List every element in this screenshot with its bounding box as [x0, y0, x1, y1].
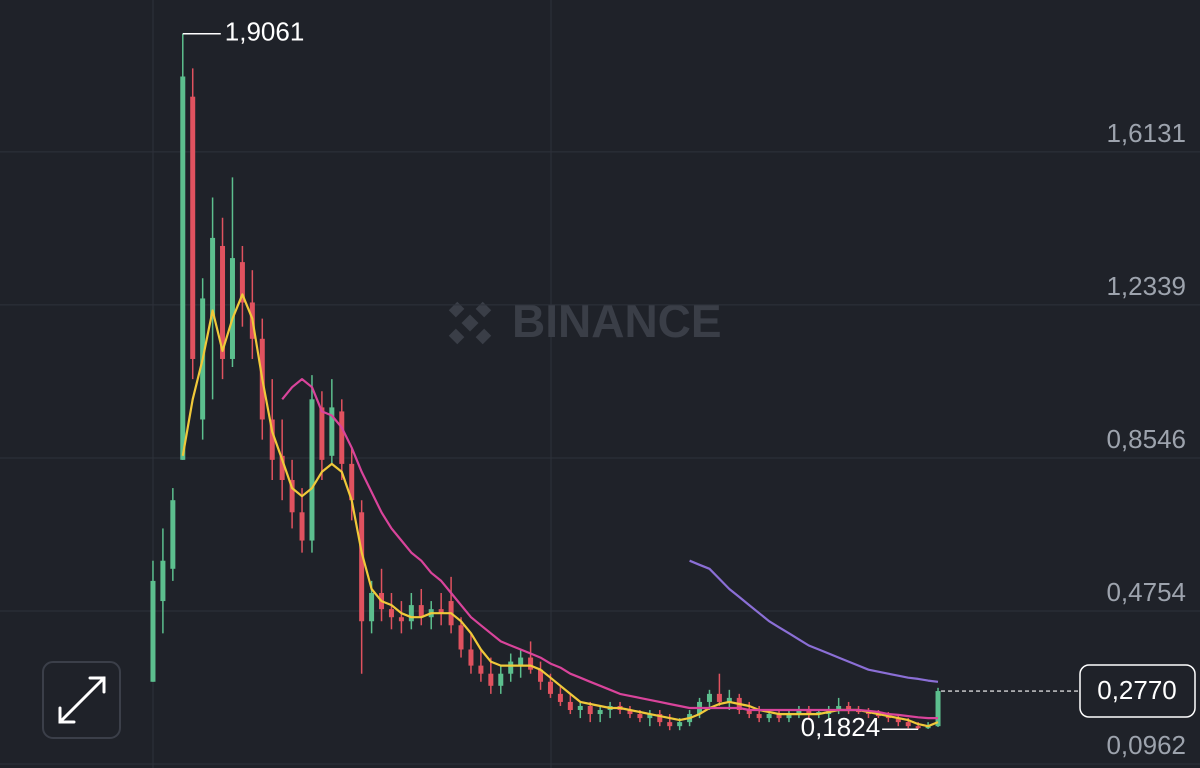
y-tick-label: 0,8546	[1106, 424, 1186, 454]
candle-body	[706, 693, 712, 702]
low-marker-label: 0,1824	[801, 712, 881, 742]
expand-icon[interactable]	[58, 676, 106, 724]
candle-body	[726, 697, 732, 702]
y-tick-label: 0,0962	[1106, 730, 1186, 760]
candle-body	[557, 693, 563, 702]
candle-body	[170, 500, 176, 569]
candle-body	[836, 705, 842, 711]
candle-body	[160, 560, 166, 602]
watermark: BINANCE	[448, 295, 722, 347]
candle-body	[408, 605, 414, 622]
candle-body	[935, 691, 941, 727]
candle-body	[637, 714, 643, 719]
candle-body	[299, 512, 305, 541]
candle-body	[528, 657, 534, 670]
candle-body	[398, 617, 404, 622]
candle-body	[458, 625, 464, 650]
candle-body	[498, 673, 504, 686]
candle-body	[846, 705, 852, 711]
candle-body	[339, 411, 345, 464]
candle-body	[289, 480, 295, 513]
candle-body	[359, 512, 365, 622]
candle-body	[567, 701, 573, 711]
candle-body	[597, 710, 603, 715]
candle-body	[488, 673, 494, 686]
moving-average-line	[689, 559, 939, 683]
candle-body	[220, 245, 226, 359]
candle-body	[796, 710, 802, 715]
candle-body	[349, 463, 355, 501]
moving-average-line	[281, 378, 938, 720]
y-tick-label: 1,6131	[1106, 118, 1186, 148]
candle-body	[468, 649, 474, 666]
candle-body	[180, 76, 186, 460]
candle-body	[309, 399, 315, 541]
candle-body	[806, 710, 812, 715]
candle-body	[776, 714, 782, 719]
candle-body	[369, 592, 375, 622]
candle-body	[577, 705, 583, 711]
candle-body	[190, 96, 196, 359]
candle-body	[915, 726, 921, 729]
candle-body	[677, 722, 683, 727]
candle-body	[239, 262, 245, 303]
candle-body	[716, 693, 722, 702]
candle-body	[766, 714, 772, 719]
candle-body	[229, 258, 235, 359]
watermark-text: BINANCE	[512, 295, 722, 347]
expand-button[interactable]	[42, 661, 121, 739]
candle-body	[279, 455, 285, 481]
last-price-box	[1079, 664, 1196, 718]
high-marker-label: 1,9061	[225, 17, 305, 47]
y-tick-label: 0,4754	[1106, 577, 1186, 607]
candle-body	[895, 718, 901, 723]
candle-body	[667, 722, 673, 727]
candle-body	[786, 714, 792, 719]
candle-body	[746, 710, 752, 715]
candle-body	[547, 681, 553, 694]
candle-body	[508, 661, 514, 674]
candle-body	[518, 657, 524, 666]
candle-body	[269, 419, 275, 460]
last-price-label: 0,2770	[1097, 675, 1177, 705]
candle-body	[538, 669, 544, 682]
button-frame[interactable]	[42, 661, 121, 739]
candle-body	[210, 237, 216, 319]
candle-body	[388, 609, 394, 618]
candle-body	[150, 580, 156, 682]
y-tick-label: 1,2339	[1106, 271, 1186, 301]
candle-body	[329, 407, 335, 456]
candle-body	[905, 722, 911, 727]
candle-body	[756, 714, 762, 719]
candle-body	[319, 407, 325, 460]
candle-body	[587, 705, 593, 715]
candle-body	[438, 609, 444, 614]
candle-body	[478, 665, 484, 674]
candle-body	[647, 714, 653, 719]
moving-average-line	[181, 293, 939, 728]
candle-body	[657, 714, 663, 723]
candle-body	[418, 605, 424, 618]
candle-body	[627, 710, 633, 715]
